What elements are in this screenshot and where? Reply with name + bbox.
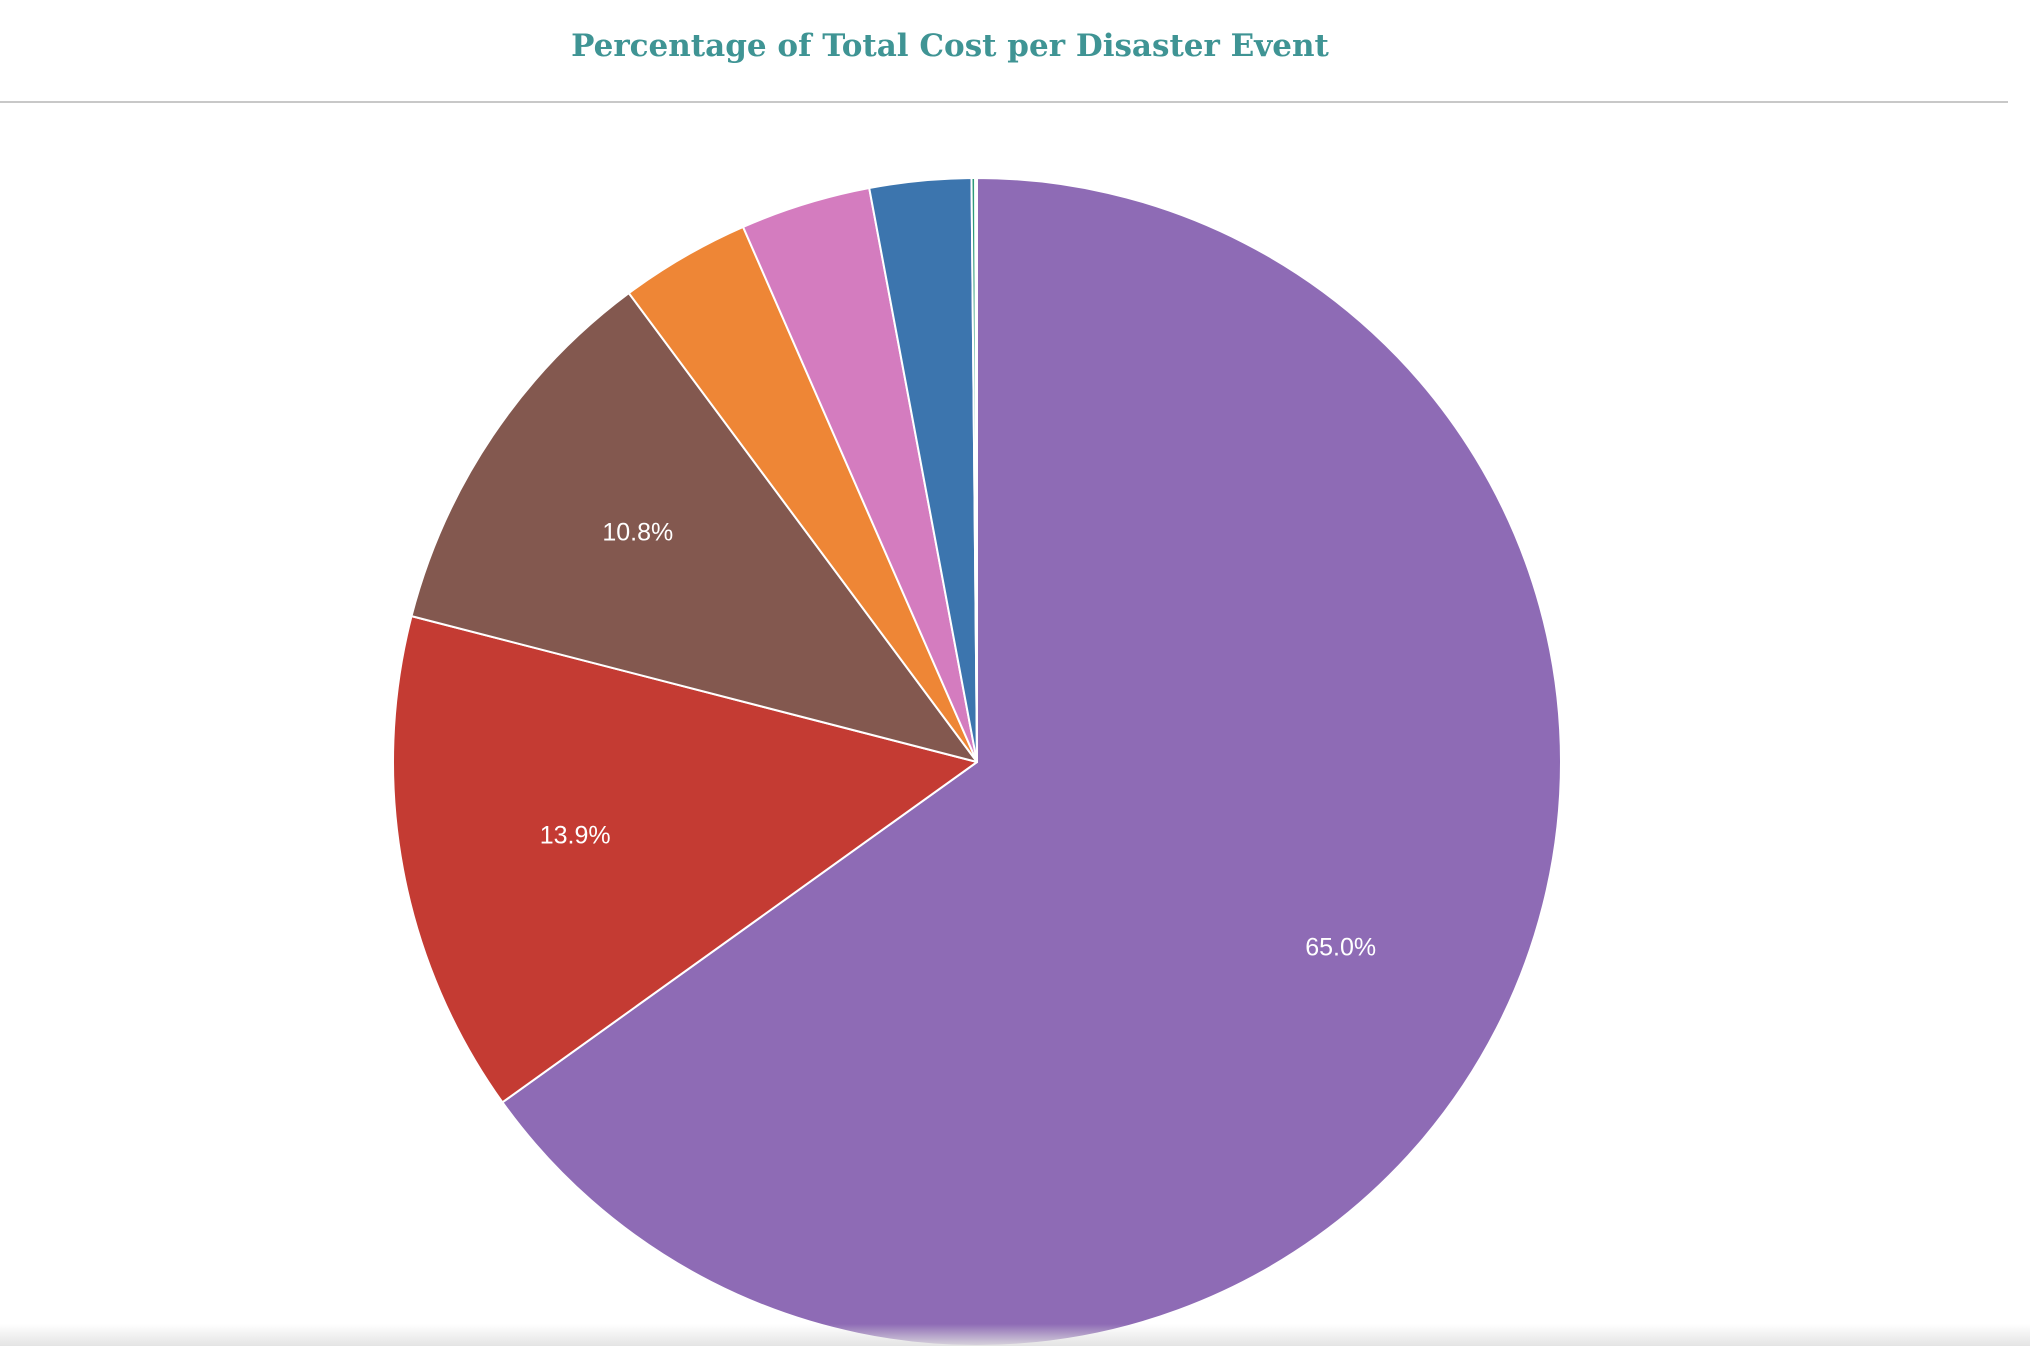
pie-labels: 65.0% 13.9% 10.8%	[540, 518, 1376, 961]
chart-title: Percentage of Total Cost per Disaster Ev…	[571, 28, 1329, 64]
bottom-shadow	[0, 1324, 2030, 1346]
slice-label-1: 65.0%	[1305, 933, 1376, 961]
pie-slice-2[interactable]	[392, 615, 978, 1104]
pie-slice-8[interactable]	[974, 177, 978, 763]
pie-slices	[392, 177, 1562, 1346]
pie-slice-3[interactable]	[410, 292, 978, 763]
pie-slice-1[interactable]	[501, 177, 1562, 1346]
slice-label-3: 10.8%	[602, 518, 673, 546]
title-divider	[0, 101, 2008, 103]
slice-label-2: 13.9%	[540, 822, 611, 850]
